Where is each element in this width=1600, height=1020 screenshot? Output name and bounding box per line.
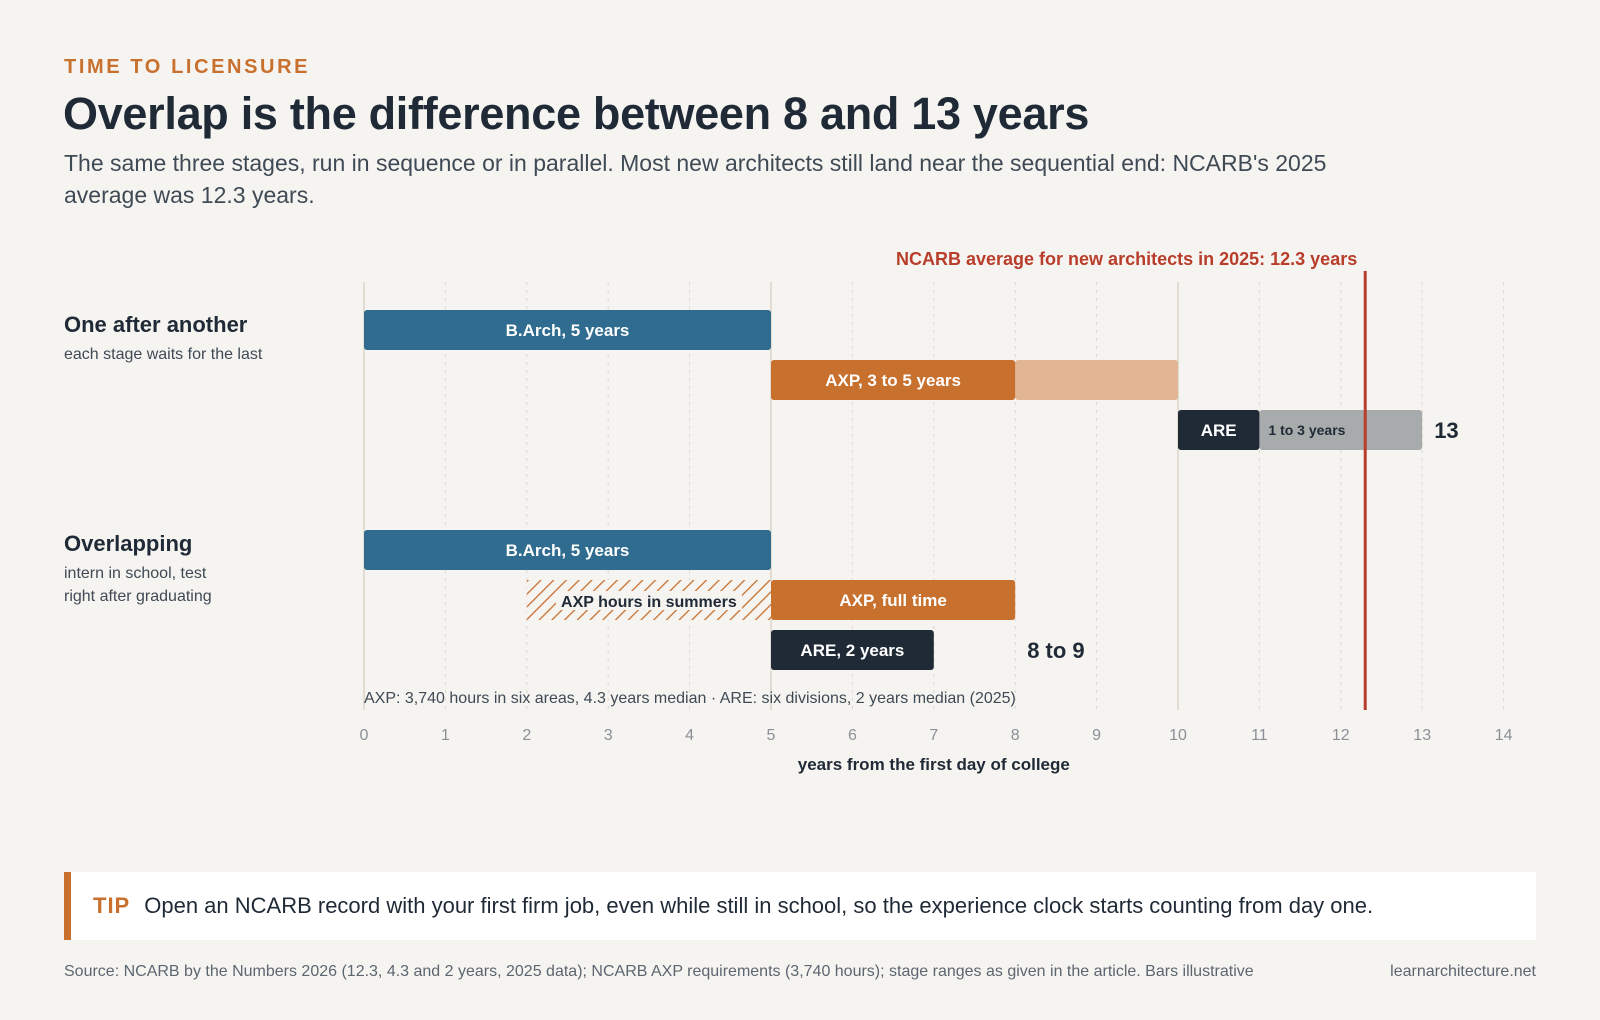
kicker: TIME TO LICENSURE bbox=[64, 56, 311, 78]
extension-label: 1 to 3 years bbox=[1268, 422, 1345, 438]
bar bbox=[1178, 410, 1260, 450]
bar bbox=[771, 630, 934, 670]
x-tick-label: 7 bbox=[929, 727, 938, 744]
bar-label: ARE bbox=[1201, 421, 1237, 440]
tip-text: Open an NCARB record with your first fir… bbox=[144, 893, 1374, 918]
hatch-label-bg bbox=[555, 591, 742, 610]
source-note: Source: NCARB by the Numbers 2026 (12.3,… bbox=[64, 963, 1254, 980]
x-tick-label: 1 bbox=[441, 727, 450, 744]
bar-label: AXP, 3 to 5 years bbox=[825, 371, 961, 390]
tip-label: TIP bbox=[93, 893, 131, 918]
bar-label: B.Arch, 5 years bbox=[506, 541, 630, 560]
chart-note: AXP: 3,740 hours in six areas, 4.3 years… bbox=[364, 690, 1016, 707]
x-tick-label: 12 bbox=[1332, 727, 1350, 744]
group-subtitle: right after graduating bbox=[64, 588, 212, 605]
extension-bar bbox=[1015, 360, 1178, 400]
group-subtitle: each stage waits for the last bbox=[64, 346, 263, 363]
x-tick-label: 9 bbox=[1092, 727, 1101, 744]
footer: Source: NCARB by the Numbers 2026 (12.3,… bbox=[64, 963, 1536, 981]
x-tick-label: 8 bbox=[1011, 727, 1020, 744]
site-name: learnarchitecture.net bbox=[1390, 963, 1536, 980]
x-tick-label: 2 bbox=[522, 727, 531, 744]
bar bbox=[771, 360, 1016, 400]
bar bbox=[364, 310, 771, 350]
extension-bar bbox=[1259, 410, 1423, 450]
page-subtitle: The same three stages, run in sequence o… bbox=[64, 150, 1327, 208]
total-label: 8 to 9 bbox=[1027, 638, 1084, 663]
bar bbox=[364, 530, 771, 570]
group-title: Overlapping bbox=[64, 531, 192, 556]
bar-label: AXP, full time bbox=[839, 591, 946, 610]
total-label: 13 bbox=[1434, 418, 1458, 443]
bar-label: ARE, 2 years bbox=[800, 641, 904, 660]
group-subtitle: intern in school, test bbox=[64, 565, 207, 582]
x-tick-label: 3 bbox=[604, 727, 613, 744]
bars bbox=[364, 310, 1423, 670]
x-tick-label: 14 bbox=[1495, 727, 1513, 744]
page-title: Overlap is the difference between 8 and … bbox=[63, 88, 1090, 139]
x-axis-label: years from the first day of college bbox=[798, 755, 1070, 774]
x-tick-label: 6 bbox=[848, 727, 857, 744]
bar bbox=[771, 580, 1016, 620]
x-tick-label: 5 bbox=[767, 727, 776, 744]
average-line-label: NCARB average for new architects in 2025… bbox=[896, 249, 1357, 269]
x-tick-label: 13 bbox=[1413, 727, 1431, 744]
x-tick-label: 0 bbox=[360, 727, 369, 744]
tip-box: TIP Open an NCARB record with your first… bbox=[64, 872, 1536, 940]
x-tick-label: 11 bbox=[1251, 727, 1268, 744]
group-title: One after another bbox=[64, 312, 248, 337]
x-tick-label: 4 bbox=[685, 727, 694, 744]
bar-label: B.Arch, 5 years bbox=[506, 321, 630, 340]
x-tick-label: 10 bbox=[1169, 727, 1187, 744]
hatch-bar-label: AXP hours in summers bbox=[561, 594, 737, 611]
